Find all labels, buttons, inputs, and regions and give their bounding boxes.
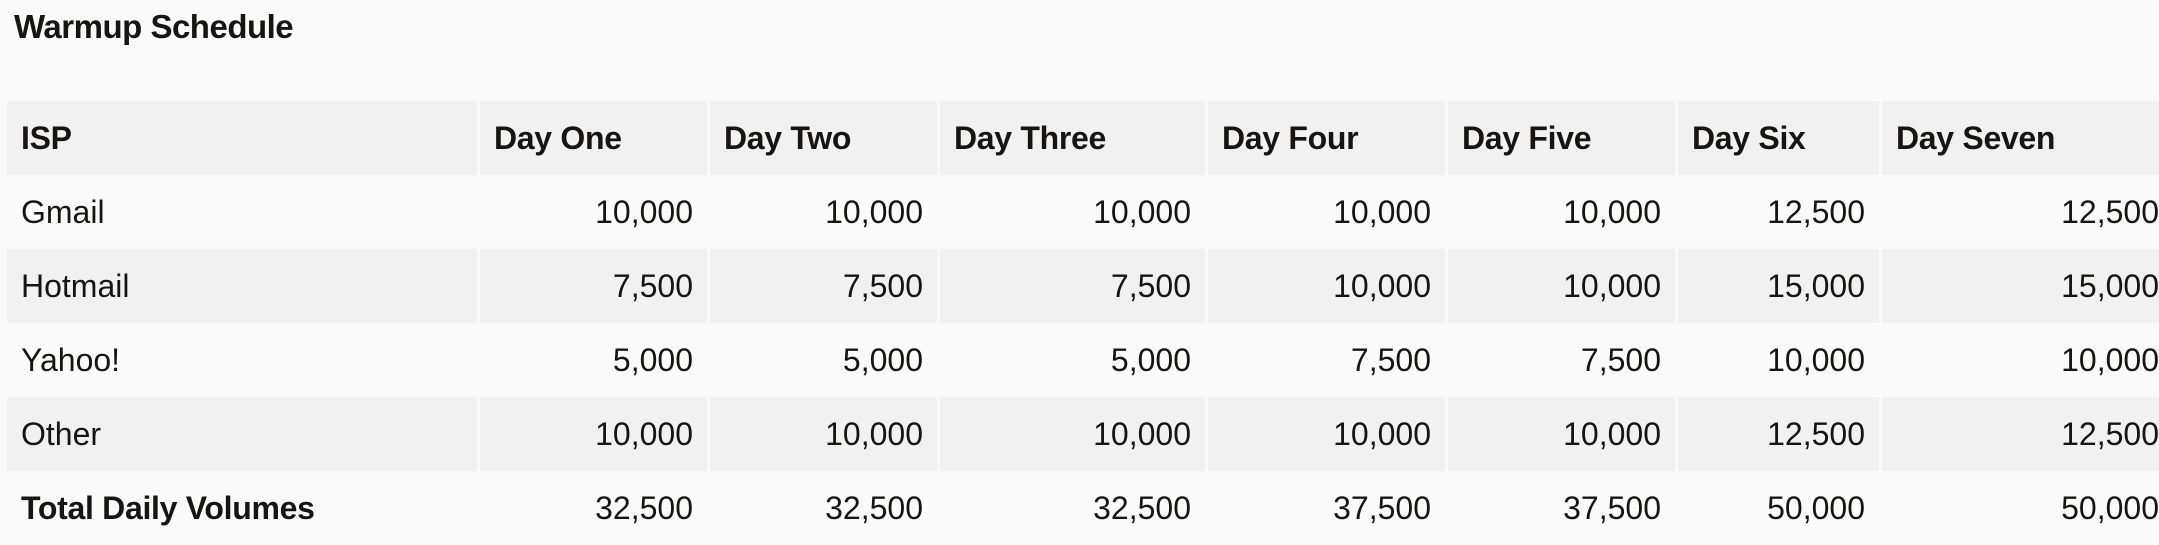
table-row: Other 10,000 10,000 10,000 10,000 10,000… bbox=[7, 397, 2159, 471]
volume-cell: 15,000 bbox=[1882, 249, 2159, 323]
volume-cell: 12,500 bbox=[1678, 397, 1879, 471]
column-header: Day Four bbox=[1208, 101, 1445, 175]
volume-cell: 7,500 bbox=[710, 249, 937, 323]
volume-cell: 5,000 bbox=[480, 323, 707, 397]
isp-cell: Yahoo! bbox=[7, 323, 477, 397]
isp-cell: Hotmail bbox=[7, 249, 477, 323]
total-cell: 37,500 bbox=[1448, 471, 1675, 545]
column-header: Day Three bbox=[940, 101, 1205, 175]
total-cell: 50,000 bbox=[1882, 471, 2159, 545]
column-header: Day Seven bbox=[1882, 101, 2159, 175]
volume-cell: 12,500 bbox=[1678, 175, 1879, 249]
isp-cell: Gmail bbox=[7, 175, 477, 249]
volume-cell: 10,000 bbox=[940, 175, 1205, 249]
column-header: ISP bbox=[7, 101, 477, 175]
column-header: Day Six bbox=[1678, 101, 1879, 175]
volume-cell: 10,000 bbox=[480, 397, 707, 471]
volume-cell: 10,000 bbox=[710, 397, 937, 471]
volume-cell: 10,000 bbox=[710, 175, 937, 249]
column-header: Day Two bbox=[710, 101, 937, 175]
total-row: Total Daily Volumes 32,500 32,500 32,500… bbox=[7, 471, 2159, 545]
volume-cell: 10,000 bbox=[1678, 323, 1879, 397]
volume-cell: 12,500 bbox=[1882, 397, 2159, 471]
volume-cell: 10,000 bbox=[1208, 397, 1445, 471]
table-header-row: ISP Day One Day Two Day Three Day Four D… bbox=[7, 101, 2159, 175]
total-label: Total Daily Volumes bbox=[7, 471, 477, 545]
volume-cell: 12,500 bbox=[1882, 175, 2159, 249]
volume-cell: 10,000 bbox=[1208, 175, 1445, 249]
isp-cell: Other bbox=[7, 397, 477, 471]
column-header: Day Five bbox=[1448, 101, 1675, 175]
volume-cell: 7,500 bbox=[1208, 323, 1445, 397]
volume-cell: 5,000 bbox=[940, 323, 1205, 397]
volume-cell: 10,000 bbox=[1882, 323, 2159, 397]
volume-cell: 10,000 bbox=[1208, 249, 1445, 323]
volume-cell: 10,000 bbox=[1448, 249, 1675, 323]
table-row: Hotmail 7,500 7,500 7,500 10,000 10,000 … bbox=[7, 249, 2159, 323]
total-cell: 32,500 bbox=[940, 471, 1205, 545]
volume-cell: 10,000 bbox=[940, 397, 1205, 471]
total-cell: 32,500 bbox=[480, 471, 707, 545]
volume-cell: 10,000 bbox=[1448, 175, 1675, 249]
total-cell: 32,500 bbox=[710, 471, 937, 545]
total-cell: 50,000 bbox=[1678, 471, 1879, 545]
warmup-schedule-table: ISP Day One Day Two Day Three Day Four D… bbox=[4, 101, 2159, 545]
volume-cell: 7,500 bbox=[1448, 323, 1675, 397]
total-cell: 37,500 bbox=[1208, 471, 1445, 545]
volume-cell: 7,500 bbox=[480, 249, 707, 323]
table-row: Gmail 10,000 10,000 10,000 10,000 10,000… bbox=[7, 175, 2159, 249]
volume-cell: 15,000 bbox=[1678, 249, 1879, 323]
volume-cell: 10,000 bbox=[1448, 397, 1675, 471]
volume-cell: 5,000 bbox=[710, 323, 937, 397]
volume-cell: 7,500 bbox=[940, 249, 1205, 323]
page-title: Warmup Schedule bbox=[14, 8, 294, 45]
volume-cell: 10,000 bbox=[480, 175, 707, 249]
table-row: Yahoo! 5,000 5,000 5,000 7,500 7,500 10,… bbox=[7, 323, 2159, 397]
column-header: Day One bbox=[480, 101, 707, 175]
